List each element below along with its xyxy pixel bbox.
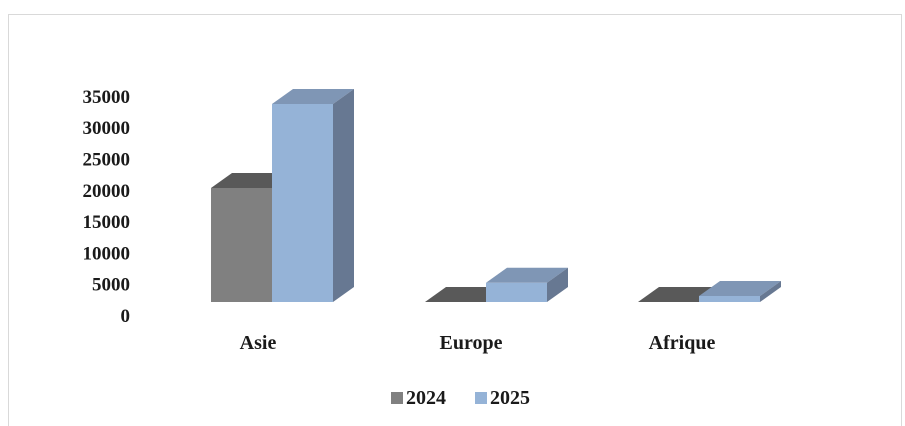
y-tick-label: 30000 [83,118,131,139]
bar-front [486,282,547,302]
x-category-label: Europe [440,332,503,354]
bar-2025-europe [486,267,568,302]
bar-2025-asie [272,89,354,302]
chart-frame [8,14,902,426]
bar-top [486,267,568,283]
legend-label: 2024 [406,387,446,409]
y-tick-label: 20000 [83,181,131,202]
x-axis-categories: Asie Europe Afrique [240,332,716,354]
legend-swatch [391,392,403,404]
y-tick-label: 25000 [83,150,131,171]
bar-top [699,281,781,296]
bars [211,89,781,302]
y-tick-label: 5000 [92,275,130,296]
bar-side [547,267,568,302]
y-tick-label: 10000 [83,243,131,264]
x-category-label: Asie [240,332,277,354]
bar-front [272,104,333,302]
legend-item-2024: 2024 [391,387,446,409]
bar-side [333,89,354,302]
x-category-label: Afrique [649,332,716,354]
bar-front [211,188,272,302]
bar-side [760,281,781,302]
bar-2025-afrique [699,281,781,302]
legend-swatch [475,392,487,404]
y-axis-ticks: 0 5000 10000 15000 20000 25000 30000 35000 [83,87,131,327]
y-tick-label: 35000 [83,87,131,108]
bar-top [272,89,354,104]
y-tick-label: 15000 [83,212,131,233]
y-tick-label: 0 [121,306,131,327]
legend-label: 2025 [490,387,530,409]
bar-front [699,296,760,302]
legend-item-2025: 2025 [475,387,530,409]
legend: 2024 2025 [391,387,530,409]
